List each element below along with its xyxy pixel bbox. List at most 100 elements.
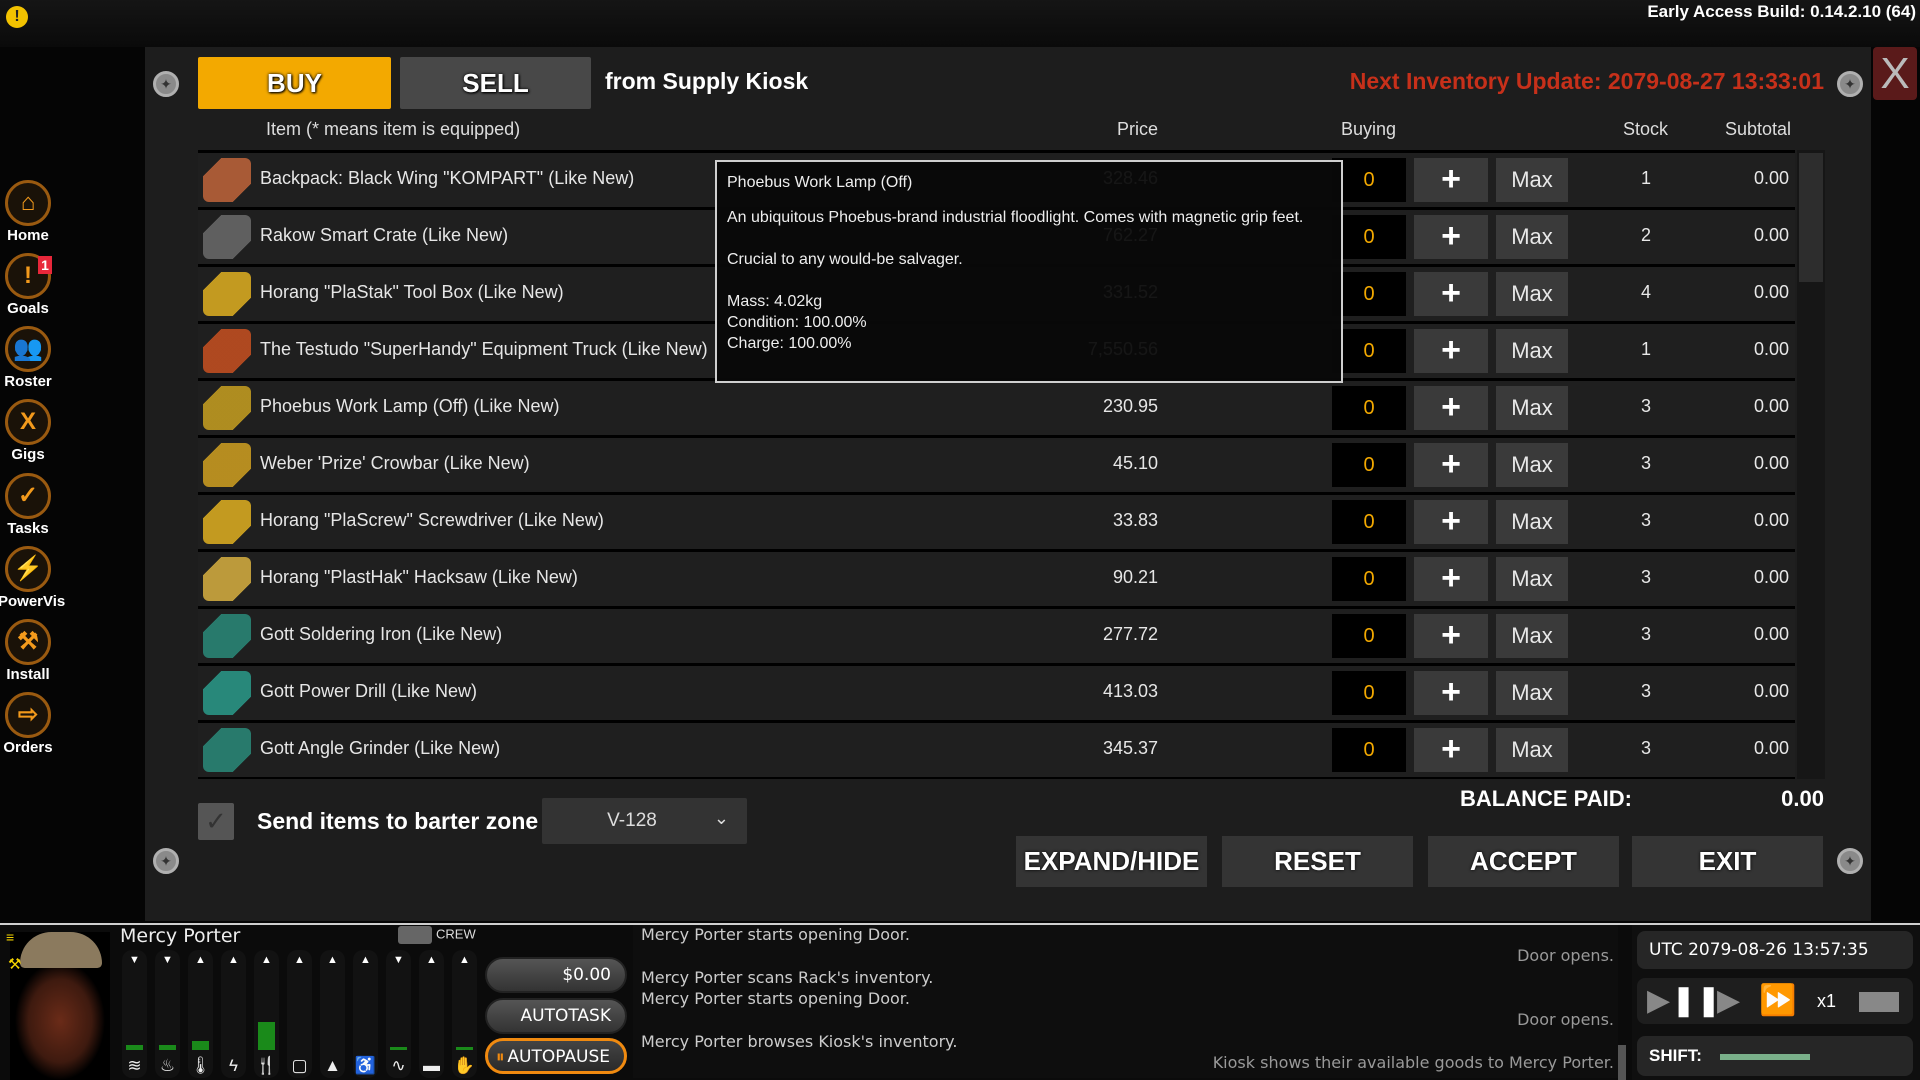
add-button[interactable]: + [1414, 671, 1488, 715]
add-button[interactable]: + [1414, 329, 1488, 373]
add-button[interactable]: + [1414, 557, 1488, 601]
scrollbar-thumb[interactable] [1799, 153, 1823, 282]
sidebar-item-install[interactable]: ⚒ Install [4, 619, 52, 683]
buying-quantity-input[interactable]: 0 [1332, 158, 1406, 202]
log-scrollbar[interactable] [1618, 1045, 1626, 1080]
max-button[interactable]: Max [1496, 329, 1568, 373]
max-button[interactable]: Max [1496, 158, 1568, 202]
sidebar-item-label: Orders [3, 739, 53, 756]
soldering-iron-icon [203, 614, 251, 658]
sidebar-item-label: Gigs [11, 446, 45, 463]
shift-bar [1720, 1054, 1810, 1060]
grinder-icon [203, 728, 251, 772]
sidebar-item-gigs[interactable]: X Gigs [4, 399, 52, 463]
item-stock: 3 [1640, 567, 1651, 587]
max-button[interactable]: Max [1496, 215, 1568, 259]
sidebar-item-home[interactable]: ⌂ Home [4, 180, 52, 244]
stat-bar[interactable]: ▼ ≋ [122, 950, 147, 1078]
toilet-icon: ♿ [354, 1056, 377, 1075]
item-name: The Testudo "SuperHandy" Equipment Truck… [260, 339, 708, 359]
table-row[interactable]: Gott Soldering Iron (Like New) 277.72 0 + Ma… [198, 609, 1795, 663]
step-icon[interactable]: ▶ [1647, 984, 1671, 1017]
fast-forward-icon[interactable]: ⏩ [1759, 984, 1797, 1017]
max-button[interactable]: Max [1496, 386, 1568, 430]
hacksaw-icon [203, 557, 251, 601]
log-entry: Door opens. [1517, 1010, 1614, 1029]
item-name: Horang "PlaScrew" Screwdriver (Like New) [260, 510, 604, 530]
expand-hide-button[interactable]: EXPAND/HIDE [1016, 836, 1207, 887]
accept-button[interactable]: ACCEPT [1428, 836, 1619, 887]
toolbox-icon [203, 272, 251, 316]
add-button[interactable]: + [1414, 500, 1488, 544]
stat-bar[interactable]: ▲ ▲ [320, 950, 345, 1078]
tab-sell[interactable]: SELL [400, 57, 591, 109]
sidebar-item-powervis[interactable]: ⚡ PowerVis [0, 546, 65, 610]
buying-quantity-input[interactable]: 0 [1332, 443, 1406, 487]
stat-bar[interactable]: ▲ ▬ [419, 950, 444, 1078]
crew-button[interactable]: CREW [398, 926, 476, 944]
buying-quantity-input[interactable]: 0 [1332, 272, 1406, 316]
max-button[interactable]: Max [1496, 272, 1568, 316]
buying-quantity-input[interactable]: 0 [1332, 329, 1406, 373]
item-price: 277.72 [1102, 624, 1158, 644]
max-button[interactable]: Max [1496, 443, 1568, 487]
sidebar-item-tasks[interactable]: ✓ Tasks [4, 473, 52, 537]
header-price: Price [1116, 119, 1158, 139]
max-button[interactable]: Max [1496, 500, 1568, 544]
table-row[interactable]: Gott Angle Grinder (Like New) 345.37 0 + Max… [198, 723, 1795, 777]
stat-bar[interactable]: ▲ ▢ [287, 950, 312, 1078]
zone-dropdown[interactable]: V-128 ⌄ [542, 798, 747, 844]
add-button[interactable]: + [1414, 443, 1488, 487]
table-row[interactable]: Horang "PlaScrew" Screwdriver (Like New)… [198, 495, 1795, 549]
add-button[interactable]: + [1414, 215, 1488, 259]
stat-bar[interactable]: ▲ 🍴 [254, 950, 279, 1078]
item-price: 230.95 [1102, 396, 1158, 416]
sidebar-item-orders[interactable]: ⇨ Orders [3, 692, 53, 756]
sidebar-item-roster[interactable]: 👥 Roster [4, 326, 52, 390]
speed-arrow-icon[interactable] [1859, 992, 1899, 1012]
max-button[interactable]: Max [1496, 728, 1568, 772]
stat-bar[interactable]: ▲ ✋ [452, 950, 477, 1078]
add-button[interactable]: + [1414, 386, 1488, 430]
buying-quantity-input[interactable]: 0 [1332, 386, 1406, 430]
max-button[interactable]: Max [1496, 557, 1568, 601]
table-row[interactable]: Weber 'Prize' Crowbar (Like New) 45.10 0 + M… [198, 438, 1795, 492]
autotask-button[interactable]: AUTOTASK [485, 998, 627, 1034]
reset-button[interactable]: RESET [1222, 836, 1413, 887]
stat-bar[interactable]: ▼ ∿ [386, 950, 411, 1078]
stat-bar[interactable]: ▲ ϟ [221, 950, 246, 1078]
buying-quantity-input[interactable]: 0 [1332, 215, 1406, 259]
add-button[interactable]: + [1414, 728, 1488, 772]
send-to-barter-checkbox[interactable]: ✓ [198, 803, 234, 840]
buying-quantity-input[interactable]: 0 [1332, 728, 1406, 772]
add-button[interactable]: + [1414, 614, 1488, 658]
item-price: 90.21 [1112, 567, 1158, 587]
table-row[interactable]: Phoebus Work Lamp (Off) (Like New) 230.95… [198, 381, 1795, 435]
money-display: $0.00 [485, 957, 627, 993]
tab-buy[interactable]: BUY [198, 57, 391, 109]
max-button[interactable]: Max [1496, 614, 1568, 658]
arrow-up-icon: ▲ [459, 954, 470, 966]
exit-button[interactable]: EXIT [1632, 836, 1823, 887]
max-button[interactable]: Max [1496, 671, 1568, 715]
table-row[interactable]: Gott Power Drill (Like New) 413.03 0 + Max 3 0… [198, 666, 1795, 720]
buying-quantity-input[interactable]: 0 [1332, 671, 1406, 715]
clipboard-check-icon: ✓ [5, 473, 51, 519]
stat-bar[interactable]: ▲ ♿ [353, 950, 378, 1078]
item-stock: 4 [1640, 282, 1651, 302]
buying-quantity-input[interactable]: 0 [1332, 500, 1406, 544]
buying-quantity-input[interactable]: 0 [1332, 557, 1406, 601]
play-icon[interactable]: ▶ [1717, 984, 1741, 1017]
warning-icon[interactable]: ! [6, 6, 28, 28]
table-row[interactable]: Horang "PlastHak" Hacksaw (Like New) 90.2… [198, 552, 1795, 606]
add-button[interactable]: + [1414, 158, 1488, 202]
close-button[interactable]: X [1873, 47, 1917, 100]
menu-icon[interactable]: ≡ [6, 929, 15, 945]
stat-bar[interactable]: ▲ 🌡 [188, 950, 213, 1078]
tooltip-flavor: Crucial to any would-be salvager. [727, 251, 963, 268]
add-button[interactable]: + [1414, 272, 1488, 316]
buying-quantity-input[interactable]: 0 [1332, 614, 1406, 658]
stat-bar[interactable]: ▼ ♨ [155, 950, 180, 1078]
pause-icon[interactable]: ❚❚ [1671, 984, 1722, 1017]
autopause-button[interactable]: ⏸ AUTOPAUSE [485, 1038, 627, 1074]
